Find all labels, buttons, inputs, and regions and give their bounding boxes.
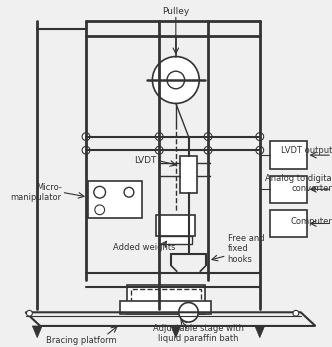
Text: Bracing platform: Bracing platform	[46, 336, 117, 345]
Bar	[120, 301, 211, 314]
Text: Free and
fixed
hooks: Free and fixed hooks	[227, 234, 264, 264]
Circle shape	[293, 310, 299, 316]
Text: LVDT output: LVDT output	[281, 146, 332, 155]
Circle shape	[27, 310, 32, 316]
Bar	[156, 215, 195, 236]
Text: Adjustable stage with
liquid paraffin bath: Adjustable stage with liquid paraffin ba…	[153, 324, 244, 344]
Text: Analog to digita
converter: Analog to digita converter	[265, 174, 332, 193]
Circle shape	[155, 146, 163, 154]
Circle shape	[256, 146, 264, 154]
Circle shape	[152, 57, 199, 103]
Circle shape	[95, 205, 105, 215]
Circle shape	[155, 133, 163, 141]
Polygon shape	[255, 326, 265, 338]
Circle shape	[204, 146, 212, 154]
Bar	[180, 156, 197, 193]
Text: Pulley: Pulley	[162, 7, 190, 16]
Bar	[88, 180, 142, 218]
Bar	[127, 285, 205, 314]
Bar	[159, 236, 193, 244]
Circle shape	[94, 186, 106, 198]
Bar	[270, 176, 307, 203]
Circle shape	[82, 133, 90, 141]
Circle shape	[167, 71, 185, 89]
Circle shape	[256, 133, 264, 141]
Bar	[131, 289, 201, 310]
Text: Added weights: Added weights	[113, 243, 176, 252]
Polygon shape	[32, 326, 42, 338]
Text: Micro-
manipulator: Micro- manipulator	[11, 183, 62, 202]
Text: Computer: Computer	[290, 217, 332, 226]
Polygon shape	[171, 326, 181, 338]
Bar	[270, 210, 307, 237]
Circle shape	[179, 303, 198, 322]
Circle shape	[82, 146, 90, 154]
Circle shape	[124, 187, 134, 197]
Circle shape	[204, 133, 212, 141]
Text: LVDT: LVDT	[134, 155, 156, 164]
Bar	[270, 142, 307, 169]
